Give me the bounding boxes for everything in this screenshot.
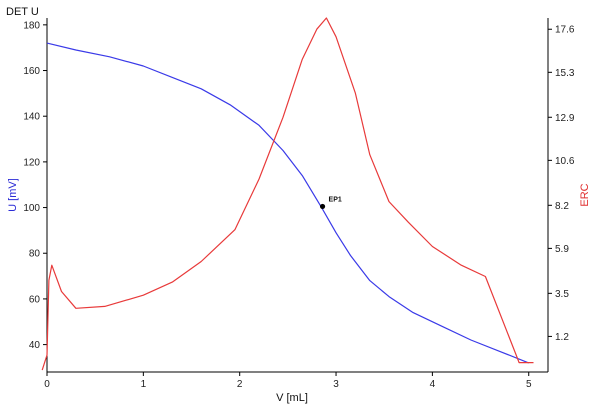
endpoint-marker <box>319 203 326 210</box>
right-y-tick-label: 10.6 <box>555 156 575 167</box>
left-y-tick-label: 140 <box>23 112 40 123</box>
chart-title: DET U <box>6 6 39 18</box>
right-y-tick-label: 1.2 <box>555 332 569 343</box>
left-y-tick-label: 160 <box>23 66 40 77</box>
x-tick-label: 4 <box>430 379 436 390</box>
series-layer <box>41 17 534 371</box>
endpoint-label: EP1 <box>329 196 342 203</box>
x-tick-label: 5 <box>526 379 532 390</box>
left-y-tick-label: 40 <box>29 340 41 351</box>
left-y-tick-label: 120 <box>23 157 40 168</box>
left-y-tick-label: 80 <box>29 249 41 260</box>
left-y-tick-label: 100 <box>23 203 40 214</box>
annotation-layer: EP1 <box>319 196 342 210</box>
x-tick-label: 0 <box>44 379 50 390</box>
right-y-axis-label: ERC <box>579 183 591 206</box>
x-tick-label: 3 <box>333 379 339 390</box>
potential-series-line <box>46 42 529 364</box>
x-axis-ticks: 0 1 2 3 4 5 <box>44 372 532 390</box>
right-y-tick-label: 8.2 <box>555 201 569 212</box>
right-y-tick-label: 17.6 <box>555 25 575 36</box>
left-y-axis-label: U [mV] <box>7 178 19 212</box>
right-y-axis-ticks: 1.2 3.5 5.9 8.2 10.6 12.9 15.3 17.6 <box>548 25 575 343</box>
x-tick-label: 1 <box>141 379 147 390</box>
x-tick-label: 2 <box>237 379 243 390</box>
left-y-tick-label: 60 <box>29 294 41 305</box>
x-axis-label: V [mL] <box>276 392 308 404</box>
right-y-tick-label: 15.3 <box>555 68 575 79</box>
left-y-tick-label: 180 <box>23 20 40 31</box>
right-y-tick-label: 3.5 <box>555 289 569 300</box>
left-y-axis-ticks: 40 60 80 100 120 140 160 180 <box>23 20 47 351</box>
erc-series-line <box>41 17 534 371</box>
right-y-tick-label: 5.9 <box>555 244 569 255</box>
right-y-tick-label: 12.9 <box>555 113 575 124</box>
plot-frame <box>46 18 549 373</box>
